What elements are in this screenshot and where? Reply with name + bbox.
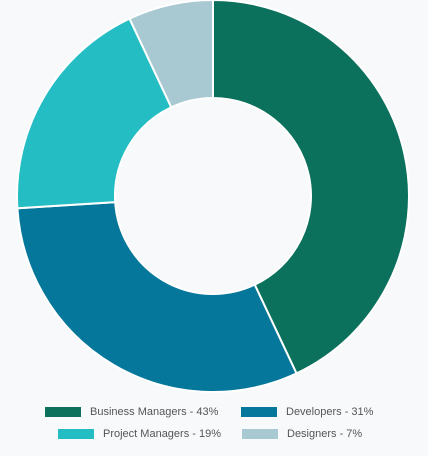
donut-chart-plot bbox=[16, 0, 410, 393]
legend-item-developers[interactable]: Developers - 31% bbox=[241, 402, 373, 422]
legend-label-project-managers: Project Managers - 19% bbox=[103, 428, 221, 440]
donut-hole bbox=[116, 99, 310, 293]
legend-swatch-project-managers bbox=[58, 429, 94, 439]
legend-label-business-managers: Business Managers - 43% bbox=[90, 406, 219, 418]
legend-swatch-developers bbox=[241, 407, 277, 417]
legend-item-project-managers[interactable]: Project Managers - 19% bbox=[58, 424, 221, 444]
donut-slice-developers[interactable] bbox=[16, 201, 298, 393]
legend-label-developers: Developers - 31% bbox=[286, 406, 374, 418]
legend-label-designers: Designers - 7% bbox=[287, 428, 363, 440]
chart-legend: Business Managers - 43% Developers - 31%… bbox=[0, 400, 428, 456]
legend-row-2: Project Managers - 19% Designers - 7% bbox=[0, 424, 428, 444]
donut-slice-business-managers[interactable] bbox=[212, 0, 410, 375]
legend-row-1: Business Managers - 43% Developers - 31% bbox=[0, 402, 428, 422]
legend-swatch-designers bbox=[242, 429, 278, 439]
legend-item-designers[interactable]: Designers - 7% bbox=[242, 424, 362, 444]
donut-slice-project-managers[interactable] bbox=[16, 17, 173, 210]
donut-slice-designers[interactable] bbox=[128, 0, 214, 109]
legend-item-business-managers[interactable]: Business Managers - 43% bbox=[45, 402, 218, 422]
legend-swatch-business-managers bbox=[45, 407, 81, 417]
